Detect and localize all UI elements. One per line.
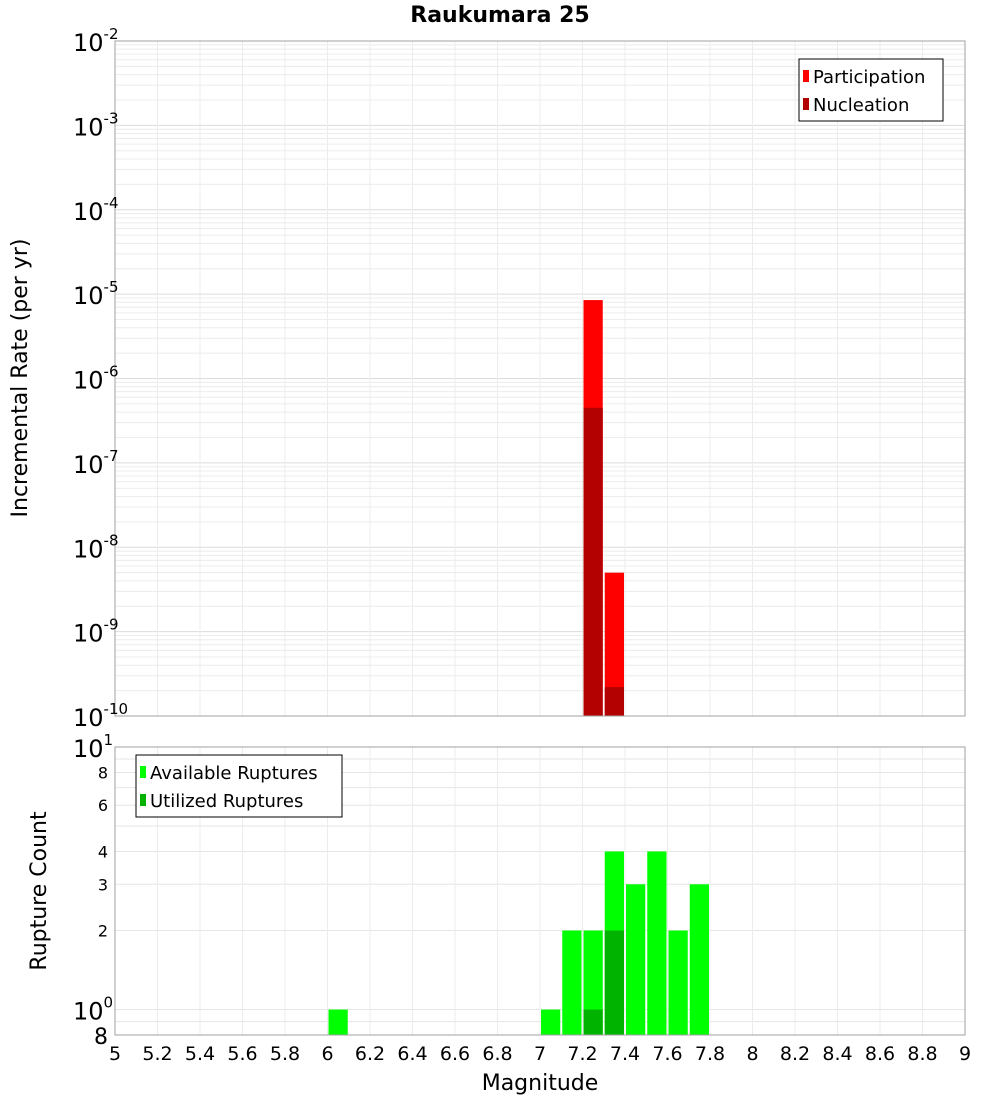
x-tick-label: 7.2 — [567, 1043, 597, 1065]
x-tick-label: 6 — [321, 1043, 333, 1065]
count-bar-available-ruptures — [668, 930, 688, 1035]
count-legend-box — [135, 754, 343, 818]
x-tick-label: 6.6 — [440, 1043, 470, 1065]
rate-legend-swatch-participation — [803, 70, 809, 82]
count-bar-available-ruptures — [541, 1009, 561, 1035]
rate-legend-box — [798, 58, 944, 122]
count-plot-y-tick-label: 4 — [98, 842, 108, 861]
x-tick-label: 8.4 — [822, 1043, 852, 1065]
rate-legend-label-nucleation: Nucleation — [813, 95, 909, 116]
rate-plot: 10-10 10-9 10-8 10-7 10-6 10-5 10-4 10-3 10-2 In… — [8, 25, 966, 732]
x-tick-label: 8.8 — [907, 1043, 937, 1065]
rate-plot-y-tick-label: 10-2 — [73, 25, 119, 57]
count-plot-x-ticks: 5 5.2 5.4 5.6 5.8 6 6.2 6.4 6.6 6.8 7 7.2 7.4 7.6 7.8 8… — [109, 1043, 971, 1065]
rate-legend-swatch-nucleation — [803, 98, 809, 110]
count-legend-label-available-ruptures: Available Ruptures — [150, 763, 318, 784]
x-tick-label: 8.2 — [780, 1043, 810, 1065]
rate-plot-y-tick-label: 10-5 — [73, 278, 119, 310]
x-tick-label: 7.4 — [610, 1043, 640, 1065]
rate-plot-y-tick-label: 10-4 — [73, 194, 119, 226]
count-plot-y-tick-label: 8 — [94, 1025, 108, 1050]
rate-plot-y-tick-label: 10-6 — [73, 363, 119, 395]
count-plot-y-tick-label: 3 — [98, 875, 108, 894]
x-tick-label: 9 — [959, 1043, 971, 1065]
count-plot-frame — [114, 746, 966, 1036]
count-bar-available-ruptures — [647, 851, 667, 1035]
count-bar-utilized-ruptures — [604, 930, 624, 1035]
x-tick-label: 8.6 — [865, 1043, 895, 1065]
x-tick-label: 8 — [746, 1043, 758, 1065]
rate-bar-participation — [604, 572, 624, 716]
count-legend-label-utilized-ruptures: Utilized Ruptures — [150, 791, 303, 812]
x-tick-label: 5.4 — [185, 1043, 215, 1065]
count-plot-y-tick-label: 2 — [98, 922, 108, 941]
count-plot-y-tick-label: 8 — [98, 763, 108, 782]
rate-plot-y-tick-label: 10-8 — [73, 531, 119, 563]
x-tick-label: 6.2 — [355, 1043, 385, 1065]
rate-plot-frame — [114, 40, 966, 717]
x-tick-label: 6.8 — [482, 1043, 512, 1065]
rate-plot-bars — [583, 300, 624, 716]
count-plot-y-tick-label: 101 — [73, 731, 113, 763]
chart-title: Raukumara 25 — [410, 3, 589, 28]
rate-plot-y-tick-label: 10-10 — [73, 700, 128, 732]
count-bar-available-ruptures — [583, 930, 603, 1035]
rate-plot-grid — [114, 41, 966, 717]
count-legend-swatch-utilized-ruptures — [140, 794, 146, 806]
x-tick-label: 5.8 — [270, 1043, 300, 1065]
rate-plot-y-tick-label: 10-9 — [73, 616, 119, 648]
x-tick-label: 5 — [109, 1043, 121, 1065]
count-bar-available-ruptures — [328, 1009, 348, 1035]
count-plot-legend: Available Ruptures Utilized Ruptures — [135, 754, 343, 818]
x-tick-label: 7 — [534, 1043, 546, 1065]
count-bar-utilized-ruptures — [583, 1009, 603, 1035]
rate-legend-label-participation: Participation — [813, 67, 925, 88]
count-bar-available-ruptures — [562, 930, 582, 1035]
x-axis-label: Magnitude — [482, 1071, 599, 1096]
count-plot-y-tick-label: 6 — [98, 796, 108, 815]
x-tick-label: 7.8 — [695, 1043, 725, 1065]
x-tick-label: 6.4 — [397, 1043, 427, 1065]
count-bar-available-ruptures — [689, 884, 709, 1035]
rate-bar-nucleation — [583, 407, 603, 716]
rate-plot-legend: Participation Nucleation — [798, 58, 944, 122]
x-tick-label: 5.6 — [227, 1043, 257, 1065]
count-legend-swatch-available-ruptures — [140, 766, 146, 778]
rate-plot-y-tick-label: 10-7 — [73, 447, 119, 479]
count-plot-bars — [328, 851, 709, 1035]
rate-plot-y-ticks: 10-10 10-9 10-8 10-7 10-6 10-5 10-4 10-3 10-2 — [73, 25, 128, 732]
rate-plot-y-axis-label: Incremental Rate (per yr) — [8, 239, 33, 518]
x-tick-label: 5.2 — [142, 1043, 172, 1065]
count-plot-y-axis-label: Rupture Count — [27, 811, 52, 971]
count-plot-y-tick-label: 100 — [73, 994, 113, 1026]
rate-plot-y-tick-label: 10-3 — [73, 109, 119, 141]
count-bar-available-ruptures — [626, 884, 646, 1035]
x-tick-label: 7.6 — [652, 1043, 682, 1065]
rate-bar-nucleation — [604, 687, 624, 716]
